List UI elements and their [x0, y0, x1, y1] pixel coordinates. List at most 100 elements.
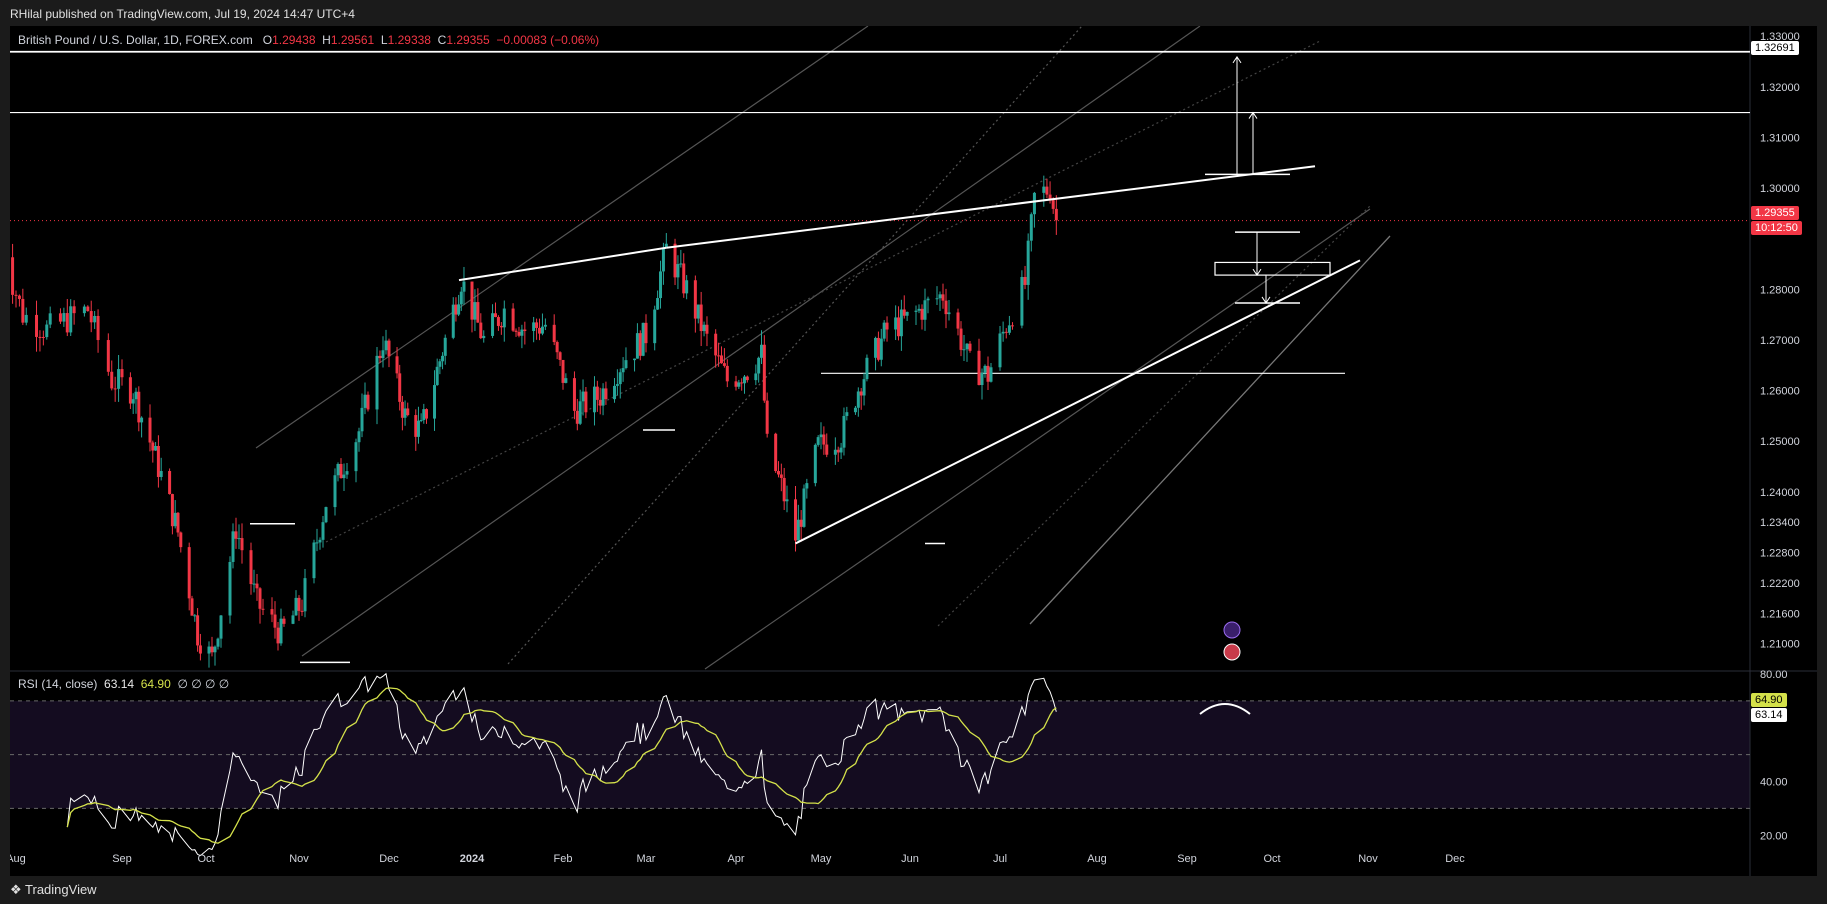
candle-body	[128, 377, 132, 404]
publisher-text: RHilal published on TradingView.com, Jul…	[10, 7, 355, 21]
candle-body	[511, 308, 515, 331]
candle-body	[897, 317, 901, 337]
candle-body	[719, 355, 723, 364]
candle-body	[743, 376, 746, 384]
candle-body	[782, 477, 786, 502]
candle-body	[363, 394, 367, 408]
close-value: 1.29355	[446, 33, 490, 47]
candle-body	[998, 333, 1002, 368]
candle-body	[595, 386, 599, 400]
candle-body	[261, 608, 265, 610]
rsi-top-arc	[1199, 703, 1251, 715]
candle-body	[965, 343, 969, 350]
time-tick-label: Sep	[112, 853, 132, 865]
candle-body	[82, 306, 86, 314]
candle-body	[213, 646, 217, 653]
candle-body	[443, 337, 447, 356]
candle-body	[1001, 331, 1005, 334]
candle-body	[14, 294, 18, 296]
candle-body	[856, 391, 860, 408]
candle-body	[714, 333, 718, 356]
candle-body	[825, 444, 829, 455]
candle-body	[802, 488, 806, 527]
time-tick-label: Oct	[197, 853, 214, 865]
candle-body	[120, 369, 124, 378]
candle-body	[737, 382, 741, 387]
time-tick-label: Nov	[1358, 853, 1378, 865]
candle-body	[682, 263, 686, 294]
candle-body	[822, 434, 826, 445]
candle-body	[11, 257, 15, 295]
candle-body	[300, 610, 304, 612]
candle-body	[774, 433, 778, 472]
candle-body	[62, 313, 66, 322]
candle-body	[276, 627, 280, 644]
candle-body	[842, 415, 846, 448]
candle-body	[131, 399, 135, 404]
rsi-tick-label: 20.00	[1760, 830, 1788, 842]
candle-body	[198, 645, 202, 654]
time-tick-label: Aug	[1087, 853, 1107, 865]
candle-body	[575, 410, 579, 424]
arrow-head	[1248, 111, 1258, 119]
candle-body	[72, 306, 76, 314]
candle-body	[641, 322, 645, 356]
candle-body	[228, 561, 232, 616]
time-tick-label: Aug	[10, 853, 26, 865]
price-tick-label: 1.33000	[1760, 31, 1800, 43]
candle-body	[462, 281, 466, 292]
candle-body	[638, 333, 642, 356]
candle-body	[561, 359, 565, 383]
time-tick-label: Oct	[1263, 853, 1280, 865]
candle-body	[216, 638, 220, 647]
candle-body	[882, 322, 886, 339]
candle-body	[604, 388, 608, 400]
price-tick-label: 1.21000	[1760, 639, 1800, 651]
candle-body	[899, 309, 903, 337]
candle-body	[168, 471, 172, 495]
price-tick-label: 1.25000	[1760, 436, 1800, 448]
rsi-ma-price-label: 64.90	[1751, 693, 1787, 707]
chart-area[interactable]: 1.33000 1.32000 1.31000 1.30000 1.28000 1.270…	[10, 26, 1817, 876]
candle-body	[312, 542, 316, 579]
candle-body	[282, 618, 286, 624]
time-tick-label: Dec	[379, 853, 399, 865]
candle-body	[760, 344, 763, 358]
candle-body	[941, 294, 945, 301]
price-tick-label: 1.26000	[1760, 386, 1800, 398]
symbol-title[interactable]: British Pound / U.S. Dollar, 1D, FOREX.c…	[18, 33, 253, 47]
tradingview-logo[interactable]: ❖ TradingView	[10, 882, 97, 897]
candle-body	[113, 388, 117, 390]
candle-body	[584, 391, 588, 413]
candle-body	[538, 327, 542, 334]
candle-body	[816, 437, 820, 445]
candle-body	[134, 391, 138, 400]
candle-body	[1023, 276, 1027, 285]
candle-body	[137, 391, 141, 423]
candle-body	[459, 291, 463, 305]
tradingview-logo-icon: ❖	[10, 882, 26, 897]
candle-body	[725, 365, 729, 382]
publisher-header: RHilal published on TradingView.com, Jul…	[0, 0, 1827, 26]
rsi-value: 63.14	[104, 677, 135, 691]
target-zone	[1214, 261, 1331, 276]
candle-body	[624, 360, 628, 369]
candle-body	[496, 317, 500, 326]
candle-body	[106, 340, 110, 372]
candle-body	[938, 294, 942, 299]
candle-body	[342, 474, 346, 479]
rsi-title[interactable]: RSI (14, close)	[18, 677, 98, 691]
candle-body	[454, 304, 458, 315]
time-tick-label: Sep	[1177, 853, 1197, 865]
candle-body	[740, 382, 744, 384]
candle-body	[321, 522, 325, 540]
price-tick-label: 1.30000	[1760, 183, 1800, 195]
candle-body	[702, 324, 706, 332]
candle-body	[745, 376, 749, 381]
countdown-label: 10:12:50	[1751, 221, 1802, 235]
candle-body	[179, 532, 183, 548]
rsi-ma-value: 64.90	[140, 677, 171, 691]
candle-body	[762, 344, 766, 401]
high-value: 1.29561	[330, 33, 375, 47]
chart-canvas[interactable]: 1.33000 1.32000 1.31000 1.30000 1.28000 1.270…	[10, 26, 1817, 876]
